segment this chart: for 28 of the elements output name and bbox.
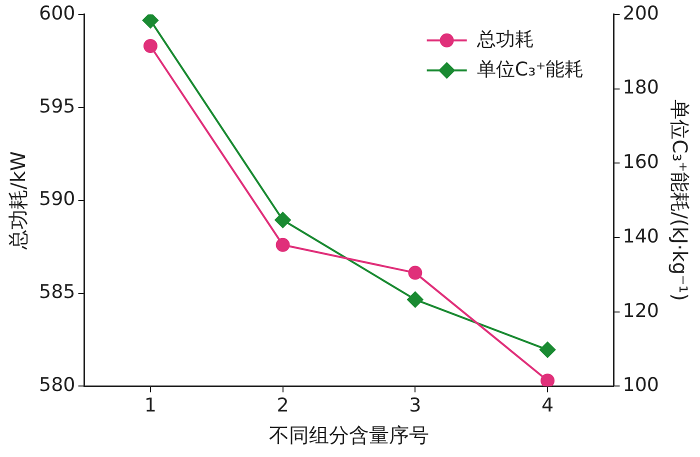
x-tick-label: 3 xyxy=(409,394,422,417)
y-tick-label: 580 xyxy=(39,374,76,396)
point xyxy=(540,342,556,358)
legend-label: 总功耗 xyxy=(476,28,534,50)
point xyxy=(540,374,555,386)
y2-tick-label: 120 xyxy=(622,300,659,322)
x-tick-label: 4 xyxy=(542,394,554,417)
point xyxy=(276,238,290,252)
point xyxy=(143,39,158,54)
x-tick-label: 2 xyxy=(276,394,289,417)
point xyxy=(407,292,424,308)
x-tick-label: 1 xyxy=(144,394,156,417)
point xyxy=(274,212,291,228)
point xyxy=(408,266,422,280)
y2-tick-label: 180 xyxy=(622,76,659,99)
y-tick-label: 590 xyxy=(39,188,76,210)
y2-tick-label: 200 xyxy=(622,2,659,24)
y-tick-label: 595 xyxy=(39,95,76,118)
y2-axis-title: 单位C₃⁺能耗/(kJ·kg⁻¹) xyxy=(668,100,692,302)
y2-tick-label: 140 xyxy=(622,225,659,248)
point xyxy=(142,14,158,28)
y-tick-label: 600 xyxy=(39,2,76,24)
y-tick-label: 585 xyxy=(39,281,76,304)
y2-tick-label: 100 xyxy=(622,374,659,396)
y2-tick-label: 160 xyxy=(622,151,659,174)
y-axis-title: 总功耗/kW xyxy=(6,151,30,250)
x-axis-title: 不同组分含量序号 xyxy=(269,423,429,448)
legend-label: 单位C₃⁺能耗 xyxy=(476,58,584,80)
